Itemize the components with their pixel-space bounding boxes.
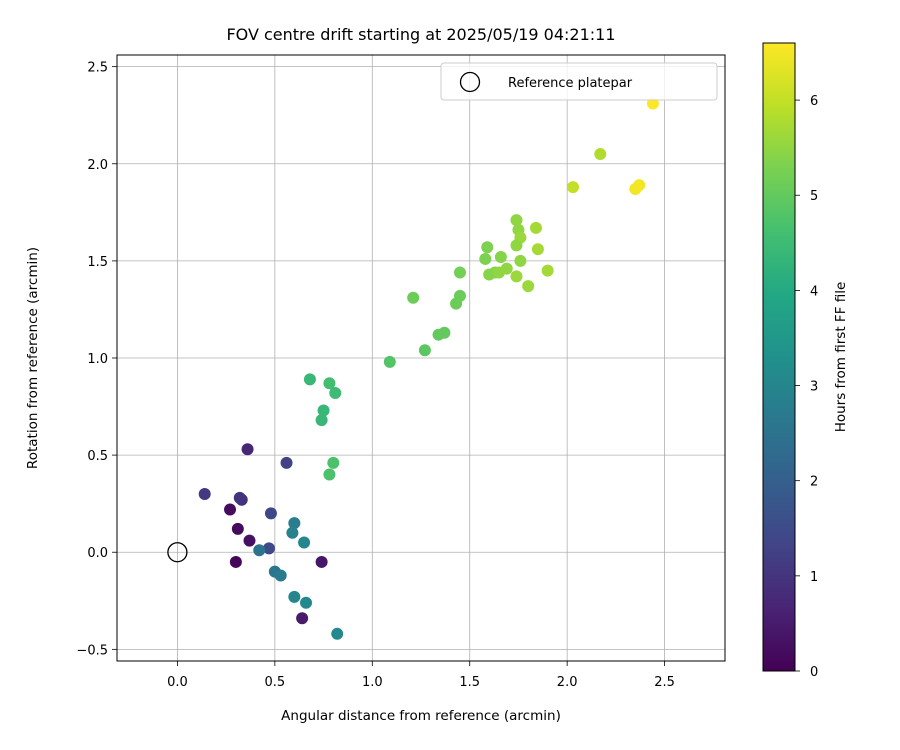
y-axis-label: Rotation from reference (arcmin) [25,247,41,469]
x-tick-label: 0.5 [265,675,286,690]
legend-box [440,62,718,101]
data-point [315,414,328,427]
legend-label: Reference platepar [508,76,633,91]
data-point [500,262,513,275]
data-point [263,542,275,555]
data-point [510,239,523,252]
data-point [479,252,492,265]
data-point [288,517,301,530]
colorbar-tick-label: 6 [810,94,818,109]
data-point [407,291,420,304]
data-point [331,627,344,640]
colorbar-tick-label: 5 [810,189,818,204]
data-point [529,221,542,234]
x-tick-label: 2.0 [557,675,578,690]
colorbar-tick-label: 3 [810,380,818,395]
data-point [418,344,431,357]
y-tick-label: −0.5 [76,643,108,658]
data-points [198,97,659,640]
y-tick-label: 1.5 [87,255,108,270]
reference-marker [167,542,188,563]
data-point [567,181,579,194]
x-tick-label: 2.5 [654,675,675,690]
y-axis-ticks: −0.5 0.0 0.5 1.0 1.5 2.0 2.5 [76,61,117,658]
y-tick-label: 0.0 [87,546,108,561]
reference-platepar-point [167,542,188,563]
data-point [229,555,242,568]
data-point [438,326,451,339]
data-point [510,214,523,227]
data-point [243,534,256,547]
data-point [280,456,293,469]
colorbar-tick-label: 4 [810,284,818,299]
data-point [298,536,311,549]
data-point [522,280,535,293]
data-point [241,443,254,456]
colorbar-gradient [762,42,796,672]
data-point [594,148,607,161]
data-point [303,373,316,386]
data-point [231,522,244,535]
data-point [288,590,301,603]
data-point [233,491,246,504]
data-point [315,555,328,568]
colorbar-label: Hours from first FF file [833,282,849,433]
data-point [514,254,527,267]
data-point [274,569,287,582]
data-point [531,243,544,256]
data-point [646,97,659,110]
chart-title: FOV centre drift starting at 2025/05/19 … [226,25,615,44]
data-point [453,266,466,279]
data-point [329,386,342,399]
data-point [198,487,211,500]
data-point [323,377,336,390]
colorbar-tick-label: 2 [810,475,818,490]
x-axis-ticks: 0.0 0.5 1.0 1.5 2.0 2.5 [167,661,675,690]
y-tick-label: 0.5 [87,449,108,464]
x-axis-label: Angular distance from reference (arcmin) [281,708,561,724]
data-point [224,503,237,516]
data-point [286,526,299,539]
data-point [317,404,330,417]
data-point [327,456,340,469]
y-tick-label: 1.0 [87,352,108,367]
x-tick-label: 0.0 [167,675,188,690]
data-point [300,596,313,609]
data-point [253,544,266,557]
colorbar-tick-label: 0 [810,665,818,680]
x-tick-label: 1.0 [362,675,383,690]
data-point [510,270,523,283]
data-point [633,179,646,192]
data-point [494,251,507,263]
colorbar-tick-label: 1 [810,570,818,585]
data-point [450,297,463,310]
colorbar-ticks: 0 1 2 3 4 5 6 [795,94,818,680]
data-point [383,355,396,368]
grid [117,55,725,661]
legend: Reference platepar [440,62,718,101]
data-point [296,612,309,625]
colorbar: 0 1 2 3 4 5 6 Hours from first FF file [762,42,849,680]
y-tick-label: 2.5 [87,61,108,76]
y-tick-label: 2.0 [87,158,108,173]
legend-reference-marker [459,71,481,93]
x-tick-label: 1.5 [459,675,480,690]
data-point [481,241,494,254]
data-point [541,264,554,277]
data-point [264,507,277,520]
data-point [323,468,336,481]
